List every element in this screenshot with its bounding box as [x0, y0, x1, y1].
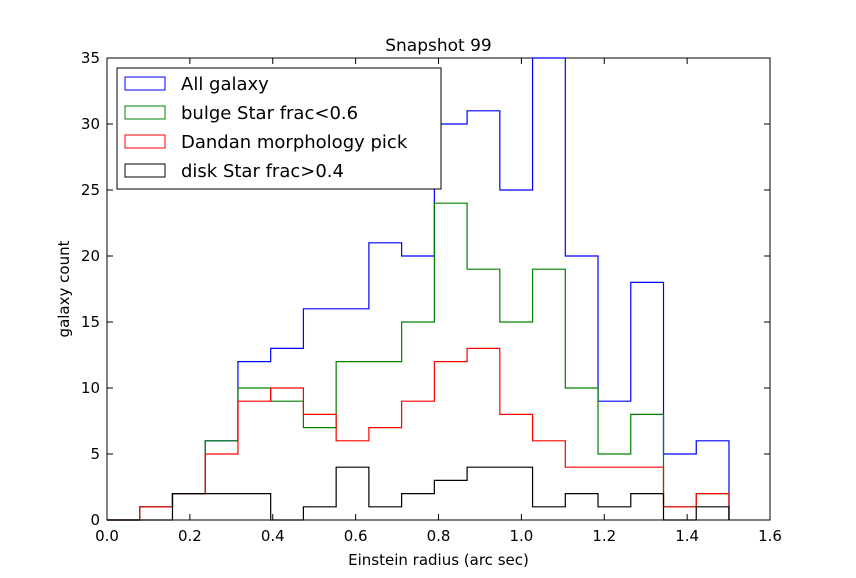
legend-label-all-galaxy: All galaxy: [181, 74, 269, 95]
y-tick-label: 10: [81, 379, 100, 397]
series-line-2: [107, 347, 730, 521]
y-tick-label: 5: [90, 445, 100, 463]
x-tick-label: 0.4: [261, 527, 285, 545]
legend-box: [116, 67, 442, 190]
y-tick-label: 0: [90, 511, 100, 529]
y-tick-label: 25: [81, 181, 100, 199]
x-tick-label: 1.0: [509, 527, 533, 545]
y-axis-label: galaxy count: [55, 240, 73, 337]
x-axis-label: Einstein radius (arc sec): [348, 551, 529, 569]
y-tick-label: 30: [81, 115, 100, 133]
y-tick-label: 20: [81, 247, 100, 265]
series-layer: [107, 57, 730, 521]
legend-swatch-bulge: [124, 105, 166, 120]
legend-swatch-dandan: [124, 134, 166, 149]
y-tick-label: 15: [81, 313, 100, 331]
chart-title: Snapshot 99: [385, 36, 492, 56]
x-tick-label: 0.6: [344, 527, 368, 545]
x-tick-label: 0.2: [178, 527, 202, 545]
legend: All galaxy bulge Star frac<0.6 Dandan mo…: [116, 67, 442, 190]
y-tick-label: 35: [81, 49, 100, 67]
x-tick-label: 1.4: [675, 527, 699, 545]
x-tick-label: 1.6: [758, 527, 782, 545]
x-tick-label: 1.2: [592, 527, 616, 545]
legend-label-disk: disk Star frac>0.4: [181, 161, 344, 182]
x-tick-label: 0.8: [427, 527, 451, 545]
legend-label-bulge: bulge Star frac<0.6: [181, 103, 358, 124]
legend-label-dandan: Dandan morphology pick: [181, 132, 408, 153]
legend-swatch-disk: [124, 163, 166, 178]
legend-swatch-all-galaxy: [124, 76, 166, 91]
tick-layer: 0.0 0.2 0.4 0.6 0.8 1.0 1.2 1.4 1.6 0 5 10 15 20 25 30 3…: [81, 49, 782, 545]
x-tick-label: 0.0: [95, 527, 119, 545]
series-line-3: [107, 466, 730, 521]
series-line-1: [107, 202, 730, 521]
